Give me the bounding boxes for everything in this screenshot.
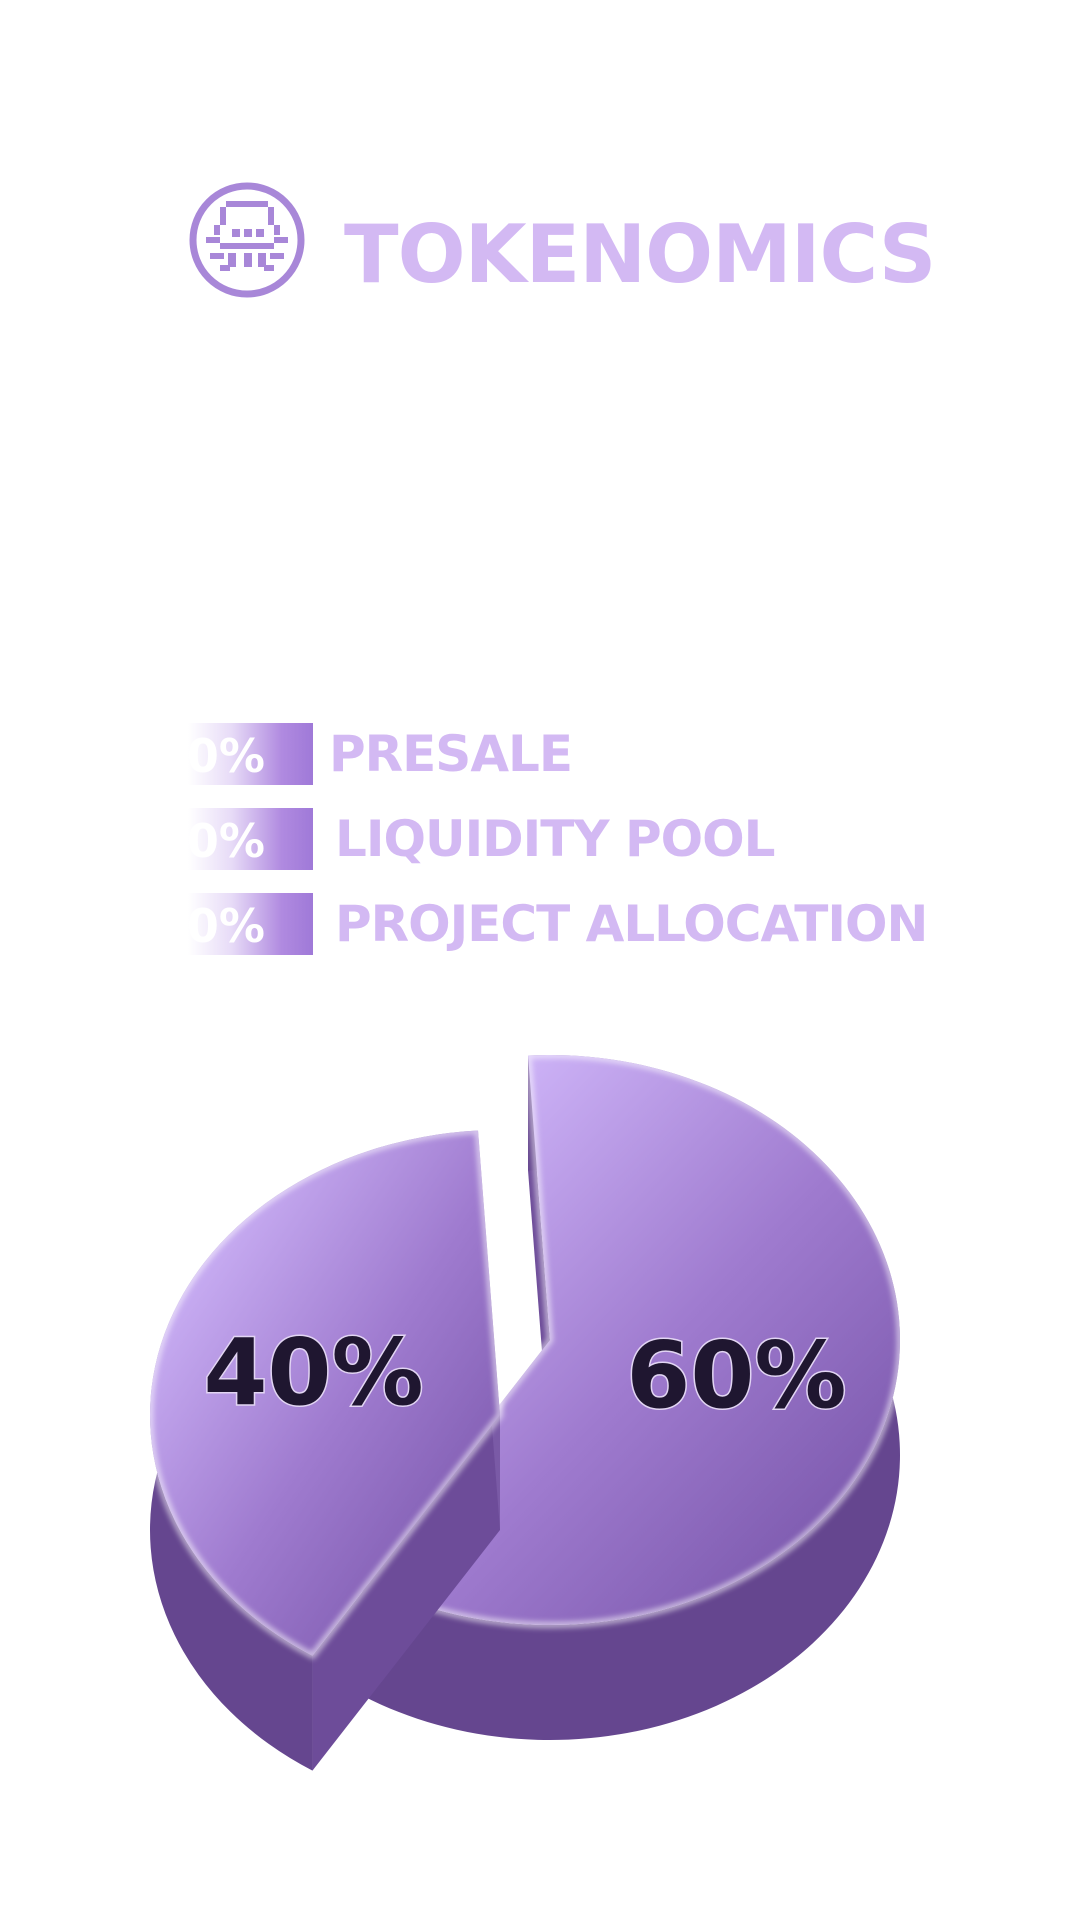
pie-slice-glow (147, 1127, 504, 1660)
pie-slice-label: 60% (626, 1322, 846, 1429)
pie-slice-wall (312, 1415, 500, 1771)
legend-label: LIQUIDITY POOL (335, 810, 776, 868)
page-title: TOKENOMICS (344, 208, 936, 301)
pie-chart: 60% 40% (147, 1052, 903, 1771)
legend-item-project-allocation: 0% PROJECT ALLOCATION (188, 892, 928, 956)
legend-percent: 0% (188, 899, 265, 953)
legend-label: PROJECT ALLOCATION (335, 895, 928, 953)
legend-item-liquidity-pool: 0% LIQUIDITY POOL (188, 807, 927, 871)
legend-percent-box: 0% (188, 808, 313, 870)
legend-label: PRESALE (329, 725, 573, 783)
legend-percent-box: 0% (188, 893, 313, 955)
legend: 0% PRESALE 0% LIQUIDITY POOL 0% PROJECT … (188, 722, 928, 977)
legend-percent: 0% (188, 814, 265, 868)
pie-slice-label: 40% (203, 1319, 423, 1426)
header: TOKENOMICS (188, 178, 936, 301)
legend-percent-box: 0% (188, 723, 313, 785)
legend-item-presale: 0% PRESALE (188, 722, 927, 786)
legend-percent: 0% (188, 729, 265, 783)
pie-slice-glow (357, 1052, 903, 1628)
pixel-ghost-icon (189, 182, 305, 297)
